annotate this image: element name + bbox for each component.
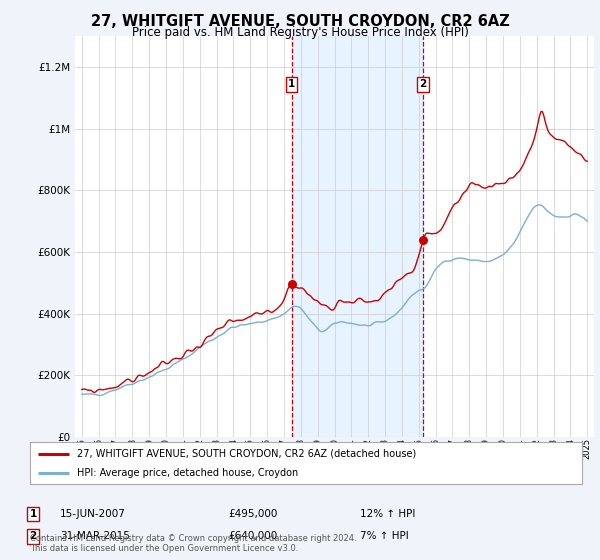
Text: 31-MAR-2015: 31-MAR-2015 <box>60 531 130 542</box>
Text: 1: 1 <box>288 80 295 90</box>
Text: 2: 2 <box>29 531 37 542</box>
Text: 12% ↑ HPI: 12% ↑ HPI <box>360 509 415 519</box>
Text: 15-JUN-2007: 15-JUN-2007 <box>60 509 126 519</box>
Text: £495,000: £495,000 <box>228 509 277 519</box>
Text: Contains HM Land Registry data © Crown copyright and database right 2024.
This d: Contains HM Land Registry data © Crown c… <box>30 534 356 553</box>
Text: HPI: Average price, detached house, Croydon: HPI: Average price, detached house, Croy… <box>77 468 298 478</box>
Text: £640,000: £640,000 <box>228 531 277 542</box>
Text: 27, WHITGIFT AVENUE, SOUTH CROYDON, CR2 6AZ: 27, WHITGIFT AVENUE, SOUTH CROYDON, CR2 … <box>91 14 509 29</box>
Text: 27, WHITGIFT AVENUE, SOUTH CROYDON, CR2 6AZ (detached house): 27, WHITGIFT AVENUE, SOUTH CROYDON, CR2 … <box>77 449 416 459</box>
Text: 7% ↑ HPI: 7% ↑ HPI <box>360 531 409 542</box>
Bar <box>292 36 423 437</box>
Text: 1: 1 <box>29 509 37 519</box>
Text: Price paid vs. HM Land Registry's House Price Index (HPI): Price paid vs. HM Land Registry's House … <box>131 26 469 39</box>
Point <box>418 235 428 244</box>
Text: 2: 2 <box>419 80 427 90</box>
Point <box>287 280 296 289</box>
